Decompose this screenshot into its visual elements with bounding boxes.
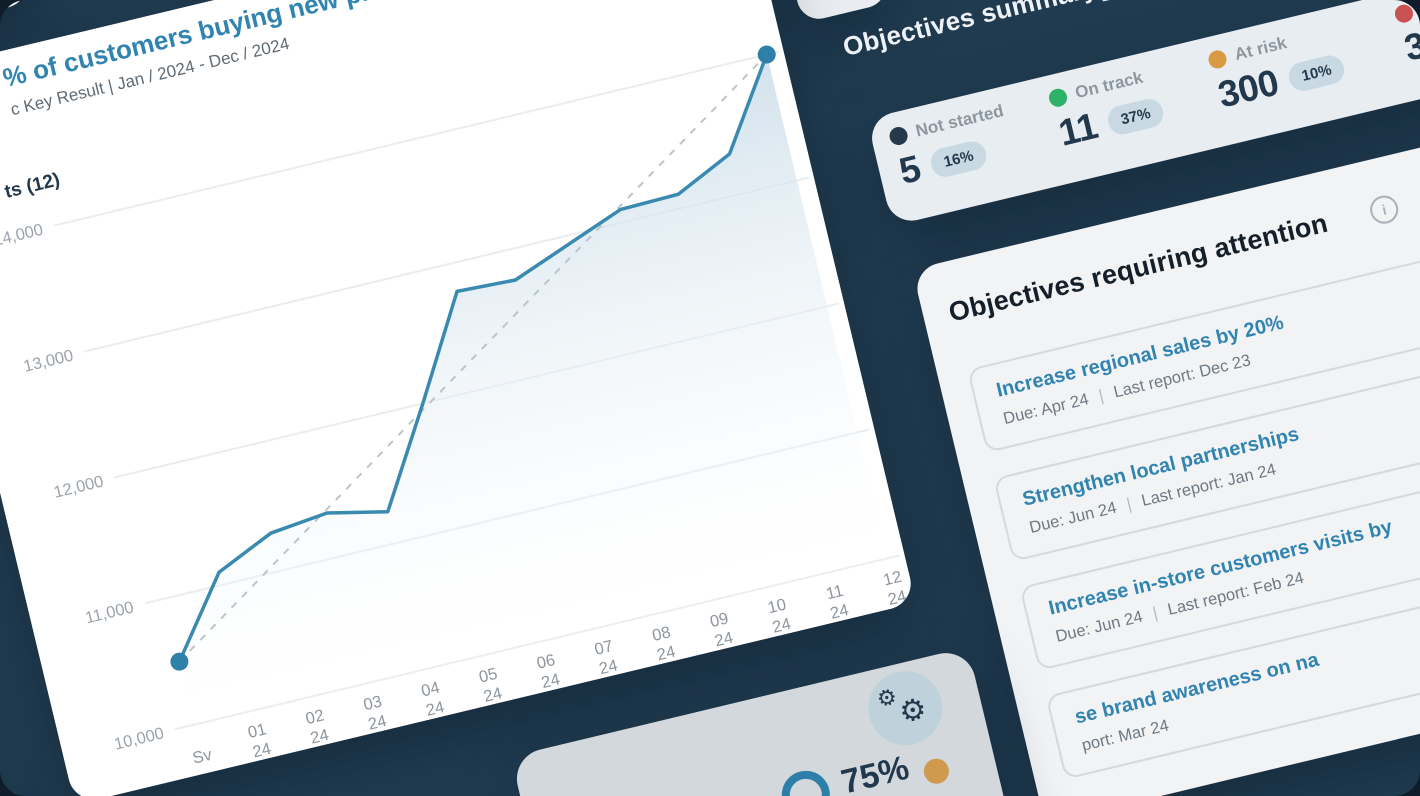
status-on-track[interactable]: On track 11 37% <box>1047 53 1218 156</box>
start-marker <box>170 652 189 671</box>
status-value: 11 <box>1054 105 1102 154</box>
gear-small-icon: ⚙ <box>872 683 902 715</box>
end-marker <box>757 45 776 64</box>
meta-separator: | <box>1151 604 1160 623</box>
x-axis-label: 0324 <box>362 693 389 734</box>
status-value: 5 <box>895 147 925 193</box>
x-axis-label: 0524 <box>477 665 504 706</box>
objectives-attention-card: Objectives requiring attention i Increas… <box>912 115 1420 796</box>
gridline <box>53 50 779 227</box>
status-percent-badge: 37% <box>1104 95 1167 137</box>
y-axis-label: 13,000 <box>22 347 75 376</box>
meta-separator: | <box>1124 495 1134 514</box>
y-axis-label: 11,000 <box>83 598 135 627</box>
status-percent-badge: 16% <box>927 137 990 180</box>
x-axis-label: 1024 <box>766 595 793 636</box>
x-axis-label: 0124 <box>246 720 273 761</box>
status-not-started[interactable]: Not started 5 16% <box>887 91 1058 194</box>
gears-icon[interactable]: ⚙ ⚙ <box>860 663 950 753</box>
background-card-bottom-left <box>0 786 71 796</box>
x-axis-label: 0824 <box>650 623 677 664</box>
meta-separator: | <box>1096 386 1106 406</box>
x-axis-label: 0224 <box>304 706 331 747</box>
series-line <box>177 52 769 664</box>
objectives-summary-heading: Objectives summary <box>839 0 1100 63</box>
x-axis-label: 1224 <box>882 568 909 609</box>
settings-card: ⚙ ⚙ 75% <box>510 646 1034 796</box>
y-axis-label: 12,000 <box>52 472 105 501</box>
x-axis-label: 1124 <box>824 582 851 623</box>
progress-arc <box>781 770 830 796</box>
kr-chart: 10,000 11,000 12,000 13,000 14,000 Sv 0124 0224… <box>0 45 909 768</box>
x-axis-label: Sv <box>191 746 215 768</box>
target-line <box>178 53 768 663</box>
x-axis-label: 0724 <box>593 637 620 678</box>
red-dot-icon <box>1393 2 1415 25</box>
status-fourth[interactable]: 3 <box>1393 0 1420 70</box>
status-at-risk[interactable]: At risk 300 10% <box>1206 14 1377 117</box>
summary-divider-line <box>1102 0 1274 2</box>
amber-dot-icon <box>921 756 952 787</box>
progress-donut <box>781 770 830 796</box>
status-value: 300 <box>1214 61 1283 116</box>
x-axis-label: 0424 <box>419 679 446 720</box>
x-axis-label: 0624 <box>535 651 562 692</box>
x-axis-label: 0924 <box>708 609 735 650</box>
not-started-dot-icon <box>887 125 910 147</box>
series-area <box>179 54 888 725</box>
status-value: 3 <box>1400 24 1420 69</box>
y-axis-label: 14,000 <box>0 221 45 250</box>
at-risk-dot-icon <box>1206 48 1229 71</box>
key-result-card: % of customers buying new products c Key… <box>0 0 917 796</box>
y-axis-label: 10,000 <box>112 724 165 753</box>
info-icon[interactable]: i <box>1367 192 1402 227</box>
gear-large-icon: ⚙ <box>898 693 927 729</box>
on-track-dot-icon <box>1047 86 1069 109</box>
progress-percent: 75% <box>837 748 913 796</box>
status-percent-badge: 10% <box>1285 52 1348 94</box>
